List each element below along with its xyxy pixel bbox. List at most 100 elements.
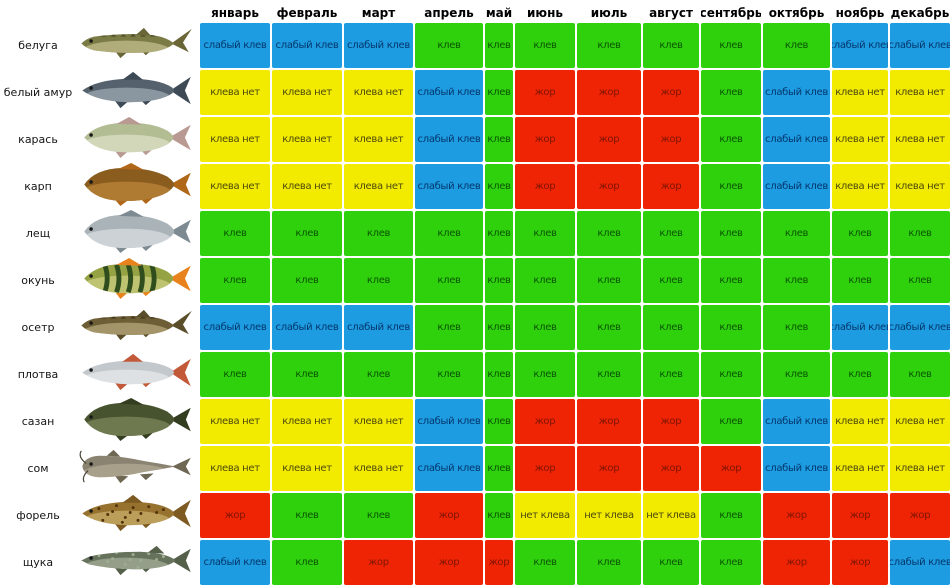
bite-cell-grass-carp-july: жор (577, 70, 641, 115)
bite-cell-wild-carp-february: клева нет (272, 399, 342, 444)
bite-cell-catfish-august: жор (643, 446, 699, 491)
bite-cell-carp-october: слабый клев (763, 164, 830, 209)
bite-cell-wild-carp-april: слабый клев (415, 399, 483, 444)
bite-cell-roach-october: клев (763, 352, 830, 397)
bite-cell-sturgeon-january: слабый клев (200, 305, 270, 350)
bite-cell-perch-january: клев (200, 258, 270, 303)
bite-cell-trout-december: жор (890, 493, 950, 538)
bite-cell-catfish-january: клева нет (200, 446, 270, 491)
bite-cell-sturgeon-december: слабый клев (890, 305, 950, 350)
bite-cell-grass-carp-september: клев (701, 70, 761, 115)
bite-cell-pike-december: слабый клев (890, 540, 950, 585)
fish-image-trout (78, 493, 198, 538)
bite-cell-beluga-february: слабый клев (272, 23, 342, 68)
bite-cell-grass-carp-august: жор (643, 70, 699, 115)
bite-cell-perch-july: клев (577, 258, 641, 303)
bite-cell-grass-carp-april: слабый клев (415, 70, 483, 115)
bite-cell-roach-may: клев (485, 352, 513, 397)
bite-cell-bream-may: клев (485, 211, 513, 256)
bite-cell-bream-march: клев (344, 211, 413, 256)
bite-cell-beluga-december: слабый клев (890, 23, 950, 68)
bite-cell-crucian-carp-march: клева нет (344, 117, 413, 162)
bite-cell-sturgeon-april: клев (415, 305, 483, 350)
bite-cell-trout-november: жор (832, 493, 888, 538)
bite-cell-roach-december: клев (890, 352, 950, 397)
bite-cell-carp-december: клева нет (890, 164, 950, 209)
bite-cell-roach-march: клев (344, 352, 413, 397)
bite-cell-catfish-december: клева нет (890, 446, 950, 491)
bite-cell-bream-july: клев (577, 211, 641, 256)
bite-cell-wild-carp-june: жор (515, 399, 575, 444)
bite-cell-pike-august: клев (643, 540, 699, 585)
bite-cell-carp-september: клев (701, 164, 761, 209)
bite-cell-crucian-carp-october: слабый клев (763, 117, 830, 162)
bite-cell-grass-carp-december: клева нет (890, 70, 950, 115)
fish-image-wild-carp (78, 398, 198, 444)
bite-cell-crucian-carp-november: клева нет (832, 117, 888, 162)
bite-cell-trout-june: нет клева (515, 493, 575, 538)
bite-cell-wild-carp-july: жор (577, 399, 641, 444)
bite-cell-sturgeon-september: клев (701, 305, 761, 350)
bite-cell-trout-october: жор (763, 493, 830, 538)
bite-cell-wild-carp-august: жор (643, 399, 699, 444)
bite-cell-pike-january: слабый клев (200, 540, 270, 585)
bite-cell-crucian-carp-january: клева нет (200, 117, 270, 162)
bite-cell-roach-september: клев (701, 352, 761, 397)
bite-cell-bream-august: клев (643, 211, 699, 256)
bite-cell-bream-september: клев (701, 211, 761, 256)
bite-cell-roach-april: клев (415, 352, 483, 397)
fish-name-wild-carp: сазан (0, 399, 76, 444)
bite-cell-trout-july: нет клева (577, 493, 641, 538)
bite-cell-trout-may: клев (485, 493, 513, 538)
roach-fish-icon (79, 351, 197, 398)
trout-fish-icon (79, 492, 197, 539)
fish-name-roach: плотва (0, 352, 76, 397)
bite-cell-beluga-september: клев (701, 23, 761, 68)
fish-image-beluga (78, 23, 198, 68)
bite-cell-grass-carp-october: слабый клев (763, 70, 830, 115)
fish-image-sturgeon (78, 305, 198, 350)
bite-cell-roach-july: клев (577, 352, 641, 397)
bite-cell-crucian-carp-december: клева нет (890, 117, 950, 162)
bite-cell-beluga-may: клев (485, 23, 513, 68)
bite-cell-bream-december: клев (890, 211, 950, 256)
bite-cell-sturgeon-may: клев (485, 305, 513, 350)
bite-cell-trout-march: клев (344, 493, 413, 538)
bite-cell-grass-carp-may: клев (485, 70, 513, 115)
bite-cell-carp-february: клева нет (272, 164, 342, 209)
bite-cell-trout-january: жор (200, 493, 270, 538)
fish-name-catfish: сом (0, 446, 76, 491)
bite-cell-trout-august: нет клева (643, 493, 699, 538)
bite-cell-catfish-october: слабый клев (763, 446, 830, 491)
bite-cell-bream-april: клев (415, 211, 483, 256)
month-header-june: июнь (515, 1, 575, 21)
bite-cell-carp-july: жор (577, 164, 641, 209)
bite-cell-beluga-january: слабый клев (200, 23, 270, 68)
perch-fish-icon (79, 257, 197, 304)
month-header-december: декабрь (890, 1, 950, 21)
fish-image-crucian-carp (78, 116, 198, 162)
fish-name-perch: окунь (0, 258, 76, 303)
bite-cell-perch-march: клев (344, 258, 413, 303)
bite-cell-beluga-june: клев (515, 23, 575, 68)
month-header-august: август (643, 1, 699, 21)
bite-cell-sturgeon-march: слабый клев (344, 305, 413, 350)
bite-cell-carp-april: слабый клев (415, 164, 483, 209)
fish-name-beluga: белуга (0, 23, 76, 68)
bite-cell-sturgeon-october: клев (763, 305, 830, 350)
fish-image-grass-carp (78, 70, 198, 115)
bite-cell-sturgeon-november: слабый клев (832, 305, 888, 350)
month-header-october: октябрь (763, 1, 830, 21)
bite-cell-grass-carp-june: жор (515, 70, 575, 115)
bite-cell-bream-february: клев (272, 211, 342, 256)
bite-cell-grass-carp-february: клева нет (272, 70, 342, 115)
bite-cell-carp-march: клева нет (344, 164, 413, 209)
bite-cell-catfish-february: клева нет (272, 446, 342, 491)
bite-cell-beluga-april: клев (415, 23, 483, 68)
bite-cell-bream-january: клев (200, 211, 270, 256)
beluga-fish-icon (79, 22, 197, 69)
fish-name-bream: лещ (0, 211, 76, 256)
month-header-january: январь (200, 1, 270, 21)
bite-cell-carp-august: жор (643, 164, 699, 209)
